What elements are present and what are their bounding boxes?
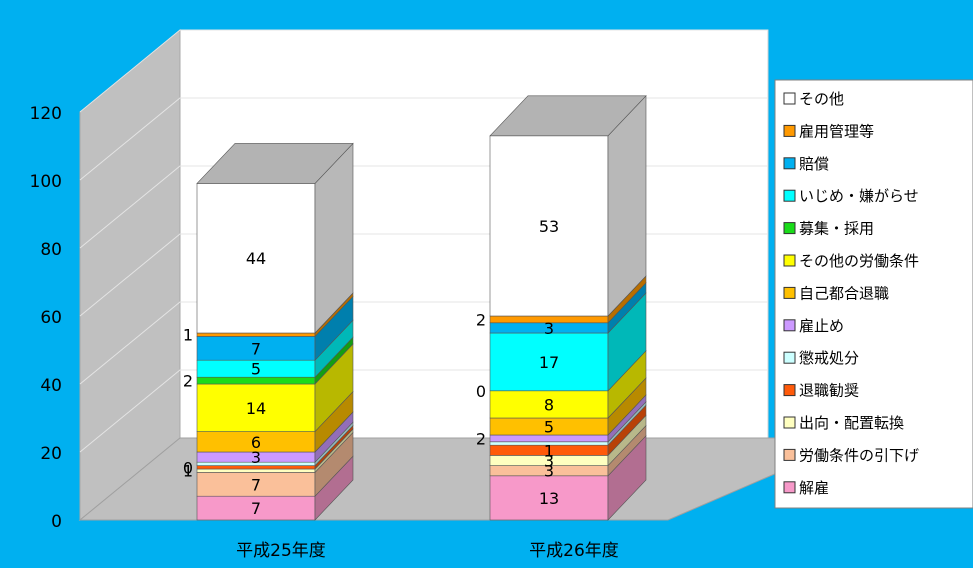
legend-item: 自己都合退職: [783, 284, 889, 302]
legend-label: 賠償: [799, 155, 829, 173]
data-label: 8: [544, 395, 554, 414]
legend-label: その他: [799, 90, 844, 108]
data-label: 3: [544, 462, 554, 481]
legend-item: 募集・採用: [783, 220, 874, 238]
legend-label: 懲戒処分: [799, 349, 859, 367]
y-tick-label: 40: [40, 376, 62, 396]
data-label: 7: [251, 499, 261, 518]
legend-item: 雇止め: [783, 317, 844, 335]
legend-item: 退職勧奨: [783, 382, 859, 400]
data-label: 7: [251, 339, 261, 358]
legend-item: いじめ・嫌がらせ: [783, 187, 919, 205]
data-label: 44: [246, 249, 266, 268]
y-tick-label: 100: [30, 172, 62, 192]
data-label: 2: [476, 310, 486, 329]
data-label: 0: [476, 382, 486, 401]
bar-top: [489, 95, 647, 137]
legend-swatch: [783, 319, 796, 332]
legend-swatch: [783, 351, 796, 364]
data-label: 3: [251, 448, 261, 467]
legend: その他雇用管理等賠償いじめ・嫌がらせ募集・採用その他の労働条件自己都合退職雇止め…: [774, 79, 973, 509]
bar-segment: [489, 332, 609, 392]
data-label: 13: [539, 489, 559, 508]
data-label: 2: [476, 429, 486, 448]
y-tick-label: 80: [40, 240, 62, 260]
legend-label: 労働条件の引下げ: [799, 446, 919, 464]
bar-segment: [489, 135, 609, 317]
data-label: 17: [539, 353, 559, 372]
bar-segment: [196, 332, 316, 337]
y-axis-ticks: 0 20 40 60 80 100 120: [30, 104, 62, 532]
legend-swatch: [783, 189, 796, 202]
y-tick-label: 0: [51, 512, 62, 532]
legend-label: 自己都合退職: [799, 284, 889, 302]
legend-item: その他: [783, 90, 844, 108]
legend-swatch: [783, 254, 796, 267]
legend-swatch: [783, 286, 796, 299]
legend-item: 出向・配置転換: [783, 414, 904, 432]
legend-item: その他の労働条件: [783, 252, 919, 270]
legend-label: 解雇: [799, 479, 829, 497]
legend-swatch: [783, 384, 796, 397]
y-tick-label: 20: [40, 444, 62, 464]
data-label: 6: [251, 433, 261, 452]
legend-label: 雇用管理等: [799, 122, 874, 140]
y-tick-label: 60: [40, 308, 62, 328]
legend-label: いじめ・嫌がらせ: [799, 187, 919, 205]
legend-swatch: [783, 448, 796, 461]
gridline: [79, 29, 768, 113]
legend-label: 募集・採用: [799, 220, 874, 238]
x-tick-label: 平成26年度: [529, 541, 619, 561]
legend-swatch: [783, 157, 796, 170]
data-label: 0: [183, 458, 193, 477]
data-label: 5: [544, 418, 554, 437]
x-axis-labels: 平成25年度 平成26年度: [236, 541, 619, 561]
legend-item: 労働条件の引下げ: [783, 446, 919, 464]
bar-top: [196, 143, 354, 184]
data-label: 7: [251, 475, 261, 494]
data-label: 5: [251, 360, 261, 379]
legend-label: 出向・配置転換: [799, 414, 904, 432]
data-label: 1: [544, 441, 554, 460]
bar-segment: [489, 390, 609, 419]
floor: [78, 437, 859, 521]
legend-swatch: [783, 222, 796, 235]
data-label: 3: [544, 452, 554, 471]
data-label: 2: [183, 372, 193, 391]
chart-walls: [78, 28, 859, 522]
legend-label: 退職勧奨: [799, 382, 859, 400]
data-label: 53: [539, 217, 559, 236]
legend-swatch: [783, 481, 796, 494]
y-tick-label: 120: [30, 104, 62, 124]
data-label: 1: [183, 326, 193, 345]
data-label: 3: [544, 319, 554, 338]
x-tick-label: 平成25年度: [236, 541, 326, 561]
legend-item: 解雇: [783, 479, 829, 497]
legend-item: 賠償: [783, 155, 829, 173]
legend-swatch: [783, 92, 796, 105]
legend-label: 雇止め: [799, 317, 844, 335]
legend-item: 雇用管理等: [783, 122, 874, 140]
legend-item: 懲戒処分: [783, 349, 859, 367]
legend-label: その他の労働条件: [799, 252, 919, 270]
data-label: 1: [183, 462, 193, 481]
legend-swatch: [783, 124, 796, 137]
legend-swatch: [783, 416, 796, 429]
legend-box: [774, 79, 973, 509]
data-label: 14: [246, 399, 266, 418]
bar-segment: [489, 475, 609, 521]
bar-segment: [196, 468, 316, 473]
